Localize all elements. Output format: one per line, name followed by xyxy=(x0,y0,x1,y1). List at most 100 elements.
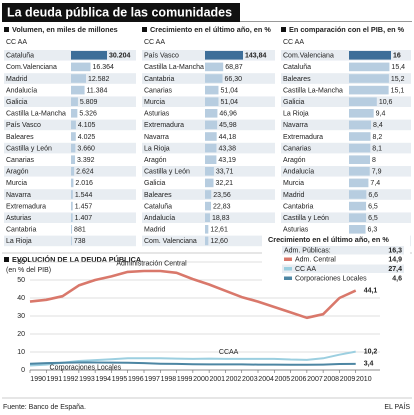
bar xyxy=(349,85,389,95)
row-stripe xyxy=(281,131,411,142)
value-label: 2.624 xyxy=(76,169,94,176)
line xyxy=(29,350,356,367)
x-tick-label: 2003 xyxy=(242,376,258,383)
x-tick-label: 2004 xyxy=(258,376,274,383)
value-label: 15,2 xyxy=(391,76,405,83)
row-stripe xyxy=(281,119,411,131)
value-label: 8,2 xyxy=(373,134,383,141)
bar xyxy=(349,109,374,118)
legend-total-value: 16,3 xyxy=(388,247,402,254)
bar xyxy=(349,155,370,164)
legend-title: Crecimiento en el último año, en % xyxy=(268,235,389,244)
row-label: Castilla y León xyxy=(144,169,190,176)
bar xyxy=(71,225,73,234)
bar xyxy=(205,62,224,72)
value-label: 1.544 xyxy=(75,192,93,199)
value-label: 23,56 xyxy=(213,192,231,199)
value-label: 12,61 xyxy=(210,227,228,234)
line-annotation: Administración Central xyxy=(116,261,187,268)
bar xyxy=(205,51,243,60)
row-label: Madrid xyxy=(6,76,28,83)
bar xyxy=(205,74,223,83)
row-label: Castilla y León xyxy=(6,145,52,152)
column-header: CC AA xyxy=(283,39,304,46)
bullet xyxy=(4,257,9,262)
line-annotation: Corporaciones Locales xyxy=(50,365,122,372)
bar xyxy=(205,109,218,118)
bar xyxy=(349,97,377,106)
legend-growth: 14,9 xyxy=(388,256,402,263)
row-stripe xyxy=(4,142,136,154)
line xyxy=(29,269,357,320)
row-stripe xyxy=(4,108,136,119)
row-label: Navarra xyxy=(6,192,31,199)
row-label: Galicia xyxy=(144,180,166,187)
row-label: País Vasco xyxy=(144,53,179,60)
bar xyxy=(205,167,214,176)
row-stripe xyxy=(4,96,136,107)
panel-title: En comparación con el PIB, en % xyxy=(289,25,405,34)
value-label: 8,4 xyxy=(373,122,383,129)
value-label: 6,5 xyxy=(368,215,378,222)
bar xyxy=(205,143,217,153)
bar xyxy=(205,97,219,106)
x-tick-label: 1999 xyxy=(177,376,193,383)
bar xyxy=(205,178,214,188)
value-label: 7,9 xyxy=(372,169,382,176)
bar xyxy=(71,143,76,153)
row-label: Asturias xyxy=(6,215,32,222)
bar xyxy=(71,132,76,141)
legend-row xyxy=(282,246,404,255)
row-stripe xyxy=(4,84,136,96)
row-stripe xyxy=(281,154,411,165)
bar xyxy=(71,51,107,60)
value-label: 6,5 xyxy=(368,203,378,210)
row-label: Andalucía xyxy=(144,215,175,222)
x-tick-label: 2010 xyxy=(356,376,372,383)
value-label: 68,87 xyxy=(225,64,243,71)
bar xyxy=(349,201,367,211)
bar xyxy=(349,143,371,153)
row-label: Madrid xyxy=(144,227,166,234)
row-stripe xyxy=(281,212,411,223)
bar xyxy=(349,190,367,199)
row-label: Cataluña xyxy=(6,53,34,60)
bar xyxy=(349,178,369,188)
page-title: La deuda pública de las comunidades xyxy=(7,5,232,19)
row-label: Galicia xyxy=(6,99,28,106)
row-label: Asturias xyxy=(283,227,309,234)
y-tick-label: 0 xyxy=(21,367,25,374)
row-label: La Rioja xyxy=(283,111,309,118)
value-label: 2.016 xyxy=(75,180,93,187)
row-stripe xyxy=(4,61,136,73)
row-label: Aragón xyxy=(144,157,167,164)
bar xyxy=(205,213,210,222)
row-label: Canarias xyxy=(144,87,173,94)
value-label: 1.407 xyxy=(75,215,93,222)
value-label: 738 xyxy=(74,238,86,245)
panel-title: Volumen, en miles de millones xyxy=(12,25,118,34)
bar xyxy=(349,62,390,72)
value-label: 51,04 xyxy=(220,87,238,94)
end-label: 3,4 xyxy=(364,361,374,368)
row-label: La Rioja xyxy=(6,238,32,245)
row-stripe xyxy=(4,224,136,235)
x-tick-label: 1990 xyxy=(30,376,46,383)
value-label: 46,96 xyxy=(219,111,237,118)
row-stripe xyxy=(281,50,411,61)
legend-entry: Adm. Central xyxy=(295,256,336,263)
bar xyxy=(349,213,367,222)
legend-total-label: Adm. Públicas: xyxy=(284,247,331,254)
row-label: Madrid xyxy=(283,192,305,199)
bar xyxy=(205,120,218,130)
row-label: Cataluña xyxy=(283,64,311,71)
row-stripe xyxy=(4,212,136,223)
row-stripe xyxy=(281,61,411,73)
row-label: Navarra xyxy=(283,122,308,129)
legend-growth: 27,4 xyxy=(388,266,402,273)
row-label: Com.Valenciana xyxy=(283,53,334,60)
bar xyxy=(71,120,76,130)
row-stripe xyxy=(4,131,136,142)
row-stripe xyxy=(281,166,411,177)
bar xyxy=(71,62,91,72)
